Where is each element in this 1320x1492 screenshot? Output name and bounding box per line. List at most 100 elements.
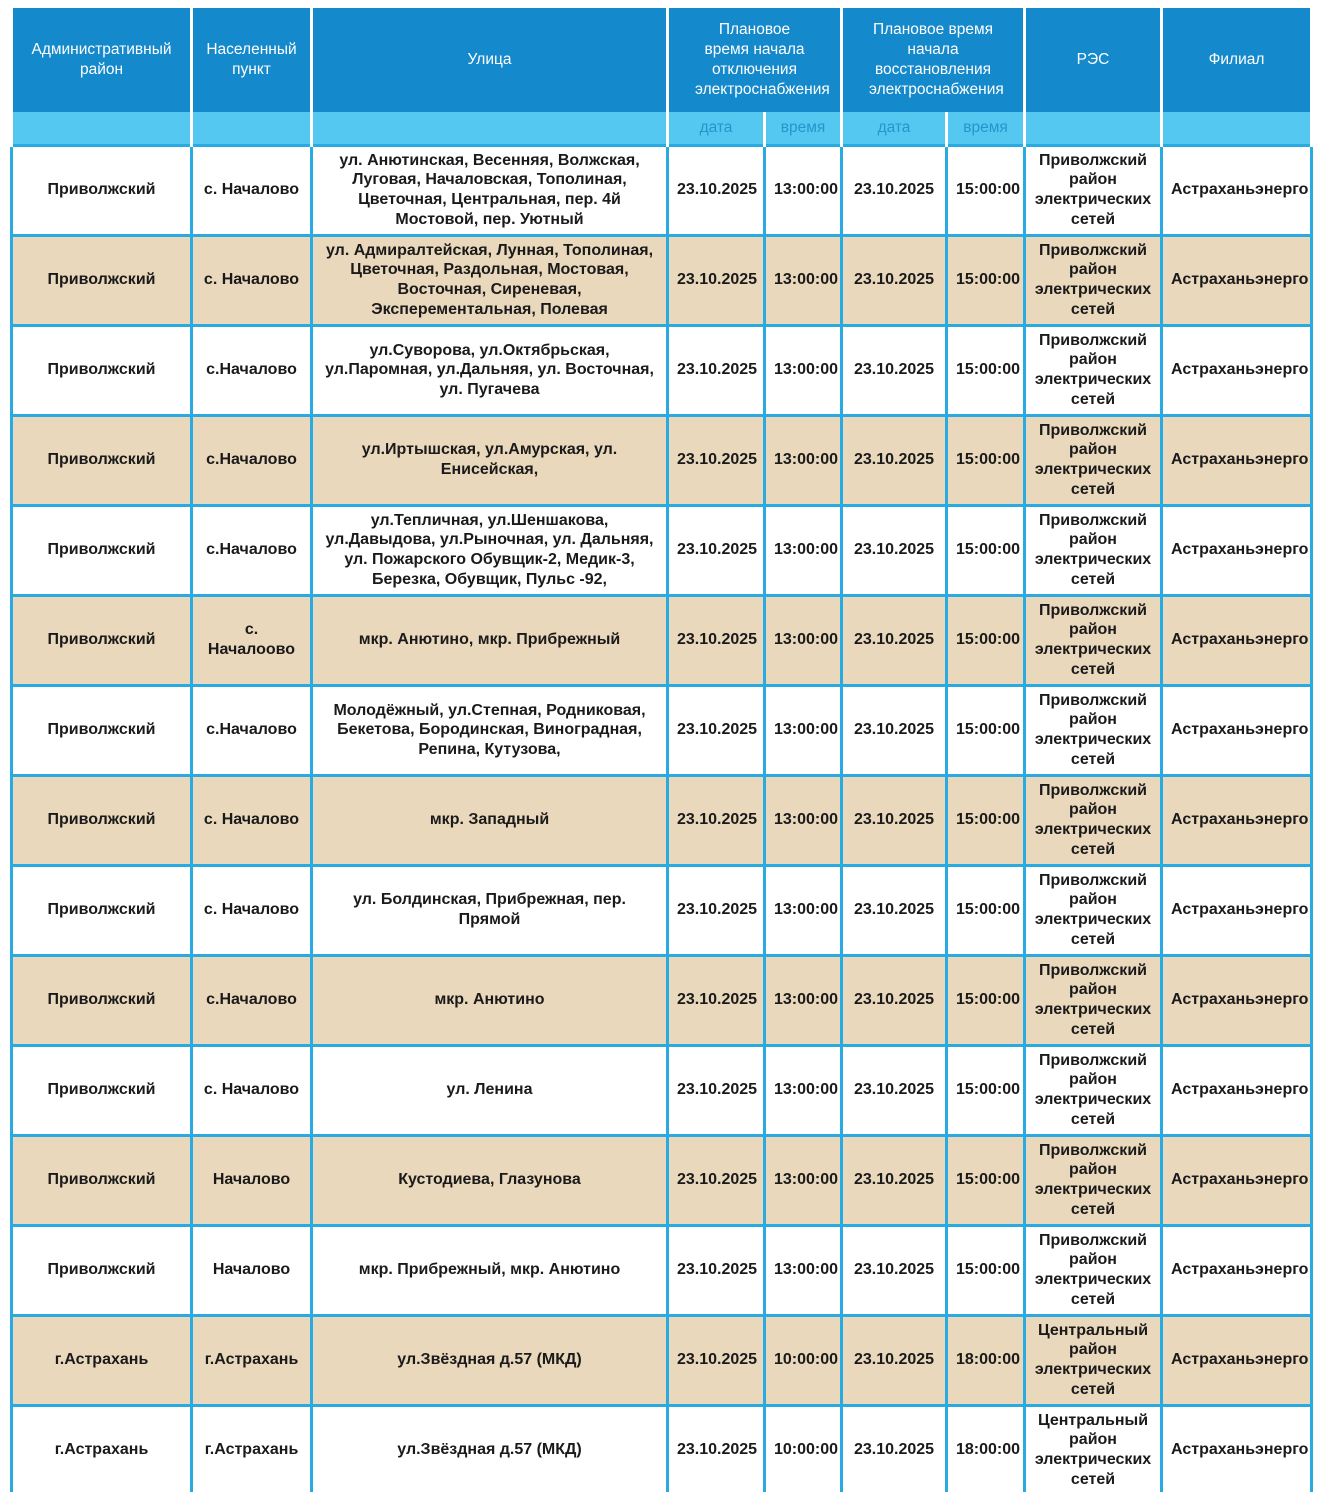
cell-street: ул. Адмиралтейская, Лунная, Тополиная, Ц… bbox=[310, 233, 669, 327]
cell-street: ул.Тепличная, ул.Шеншакова, ул.Давыдова,… bbox=[310, 503, 669, 597]
outage-schedule-table: Административный район Населенный пункт … bbox=[10, 8, 1313, 1492]
cell-admin-district: Приволжский bbox=[10, 503, 193, 597]
cell-outage-date: 23.10.2025 bbox=[666, 1313, 766, 1407]
cell-settlement: с. Началово bbox=[190, 863, 313, 957]
table-row: Приволжский Началово Кустодиева, Глазуно… bbox=[10, 1133, 1313, 1227]
cell-outage-time: 13:00:00 bbox=[763, 413, 843, 507]
table-row: Приволжский с.Началово Молодёжный, ул.Ст… bbox=[10, 683, 1313, 777]
cell-outage-time: 10:00:00 bbox=[763, 1403, 843, 1492]
cell-outage-time: 13:00:00 bbox=[763, 593, 843, 687]
cell-outage-date: 23.10.2025 bbox=[666, 863, 766, 957]
cell-res: Приволжский район электрических сетей bbox=[1023, 683, 1163, 777]
cell-street: ул. Анютинская, Весенняя, Волжская, Луго… bbox=[310, 143, 669, 237]
cell-restore-time: 15:00:00 bbox=[945, 683, 1026, 777]
cell-street: ул.Иртышская, ул.Амурская, ул. Енисейска… bbox=[310, 413, 669, 507]
cell-res: Приволжский район электрических сетей bbox=[1023, 593, 1163, 687]
cell-res: Приволжский район электрических сетей bbox=[1023, 953, 1163, 1047]
outage-table-body: Приволжский с. Началово ул. Анютинская, … bbox=[10, 143, 1313, 1492]
cell-restore-date: 23.10.2025 bbox=[840, 593, 948, 687]
cell-restore-time: 15:00:00 bbox=[945, 1223, 1026, 1317]
cell-restore-date: 23.10.2025 bbox=[840, 503, 948, 597]
subheader-outage-time: время bbox=[763, 112, 843, 145]
cell-restore-date: 23.10.2025 bbox=[840, 233, 948, 327]
table-row: Приволжский с.Началово ул.Тепличная, ул.… bbox=[10, 503, 1313, 597]
header-restore-group: Плановое время начала восстановления эле… bbox=[840, 8, 1026, 112]
cell-street: Молодёжный, ул.Степная, Родниковая, Беке… bbox=[310, 683, 669, 777]
cell-settlement: с.Началово bbox=[190, 953, 313, 1047]
cell-settlement: с.Началово bbox=[190, 413, 313, 507]
table-row: Приволжский с. Началово ул. Болдинская, … bbox=[10, 863, 1313, 957]
cell-outage-date: 23.10.2025 bbox=[666, 1223, 766, 1317]
cell-admin-district: Приволжский bbox=[10, 683, 193, 777]
table-row: Приволжский с.Началово ул.Суворова, ул.О… bbox=[10, 323, 1313, 417]
cell-settlement: с. Началоово bbox=[190, 593, 313, 687]
cell-admin-district: г.Астрахань bbox=[10, 1403, 193, 1492]
cell-restore-time: 15:00:00 bbox=[945, 143, 1026, 237]
cell-branch: Астраханьэнерго bbox=[1160, 1223, 1313, 1317]
cell-restore-date: 23.10.2025 bbox=[840, 1403, 948, 1492]
subheader-empty-branch bbox=[1160, 112, 1313, 145]
cell-street: ул.Звёздная д.57 (МКД) bbox=[310, 1403, 669, 1492]
cell-outage-time: 13:00:00 bbox=[763, 773, 843, 867]
cell-branch: Астраханьэнерго bbox=[1160, 1043, 1313, 1137]
cell-street: мкр. Прибрежный, мкр. Анютино bbox=[310, 1223, 669, 1317]
cell-outage-time: 13:00:00 bbox=[763, 863, 843, 957]
cell-restore-date: 23.10.2025 bbox=[840, 773, 948, 867]
cell-branch: Астраханьэнерго bbox=[1160, 233, 1313, 327]
cell-admin-district: Приволжский bbox=[10, 953, 193, 1047]
cell-restore-time: 18:00:00 bbox=[945, 1403, 1026, 1492]
cell-settlement: Началово bbox=[190, 1133, 313, 1227]
table-row: Приволжский с. Началово ул. Анютинская, … bbox=[10, 143, 1313, 237]
cell-settlement: г.Астрахань bbox=[190, 1403, 313, 1492]
header-admin-district: Административный район bbox=[10, 8, 193, 112]
cell-branch: Астраханьэнерго bbox=[1160, 143, 1313, 237]
cell-outage-date: 23.10.2025 bbox=[666, 1133, 766, 1227]
table-row: Приволжский с. Началово мкр. Западный 23… bbox=[10, 773, 1313, 867]
cell-restore-time: 15:00:00 bbox=[945, 233, 1026, 327]
cell-outage-time: 13:00:00 bbox=[763, 683, 843, 777]
cell-restore-date: 23.10.2025 bbox=[840, 953, 948, 1047]
cell-restore-time: 15:00:00 bbox=[945, 413, 1026, 507]
cell-outage-date: 23.10.2025 bbox=[666, 593, 766, 687]
cell-res: Приволжский район электрических сетей bbox=[1023, 773, 1163, 867]
cell-outage-time: 13:00:00 bbox=[763, 323, 843, 417]
cell-restore-date: 23.10.2025 bbox=[840, 863, 948, 957]
cell-settlement: с. Началово bbox=[190, 143, 313, 237]
cell-settlement: с. Началово bbox=[190, 773, 313, 867]
cell-settlement: г.Астрахань bbox=[190, 1313, 313, 1407]
cell-restore-date: 23.10.2025 bbox=[840, 1313, 948, 1407]
header-outage-group: Плановое время начала отключения электро… bbox=[666, 8, 843, 112]
table-row: г.Астрахань г.Астрахань ул.Звёздная д.57… bbox=[10, 1313, 1313, 1407]
table-row: г.Астрахань г.Астрахань ул.Звёздная д.57… bbox=[10, 1403, 1313, 1492]
cell-outage-date: 23.10.2025 bbox=[666, 683, 766, 777]
cell-street: мкр. Западный bbox=[310, 773, 669, 867]
cell-street: мкр. Анютино, мкр. Прибрежный bbox=[310, 593, 669, 687]
cell-res: Приволжский район электрических сетей bbox=[1023, 323, 1163, 417]
cell-res: Центральный район электрических сетей bbox=[1023, 1313, 1163, 1407]
cell-restore-time: 15:00:00 bbox=[945, 593, 1026, 687]
header-branch: Филиал bbox=[1160, 8, 1313, 112]
header-row-main: Административный район Населенный пункт … bbox=[10, 8, 1313, 112]
cell-settlement: с.Началово bbox=[190, 683, 313, 777]
subheader-restore-time: время bbox=[945, 112, 1026, 145]
cell-res: Приволжский район электрических сетей bbox=[1023, 1043, 1163, 1137]
cell-outage-date: 23.10.2025 bbox=[666, 323, 766, 417]
header-row-sub: дата время дата время bbox=[10, 112, 1313, 145]
cell-admin-district: Приволжский bbox=[10, 413, 193, 507]
cell-res: Приволжский район электрических сетей bbox=[1023, 503, 1163, 597]
cell-res: Центральный район электрических сетей bbox=[1023, 1403, 1163, 1492]
cell-outage-date: 23.10.2025 bbox=[666, 503, 766, 597]
header-settlement: Населенный пункт bbox=[190, 8, 313, 112]
cell-street: ул. Болдинская, Прибрежная, пер. Прямой bbox=[310, 863, 669, 957]
subheader-restore-date: дата bbox=[840, 112, 948, 145]
cell-res: Приволжский район электрических сетей bbox=[1023, 143, 1163, 237]
cell-outage-time: 10:00:00 bbox=[763, 1313, 843, 1407]
cell-street: Кустодиева, Глазунова bbox=[310, 1133, 669, 1227]
cell-admin-district: г.Астрахань bbox=[10, 1313, 193, 1407]
cell-outage-time: 13:00:00 bbox=[763, 1133, 843, 1227]
cell-restore-time: 15:00:00 bbox=[945, 1043, 1026, 1137]
cell-admin-district: Приволжский bbox=[10, 1043, 193, 1137]
subheader-empty-settlement bbox=[190, 112, 313, 145]
cell-branch: Астраханьэнерго bbox=[1160, 1133, 1313, 1227]
cell-restore-time: 15:00:00 bbox=[945, 863, 1026, 957]
